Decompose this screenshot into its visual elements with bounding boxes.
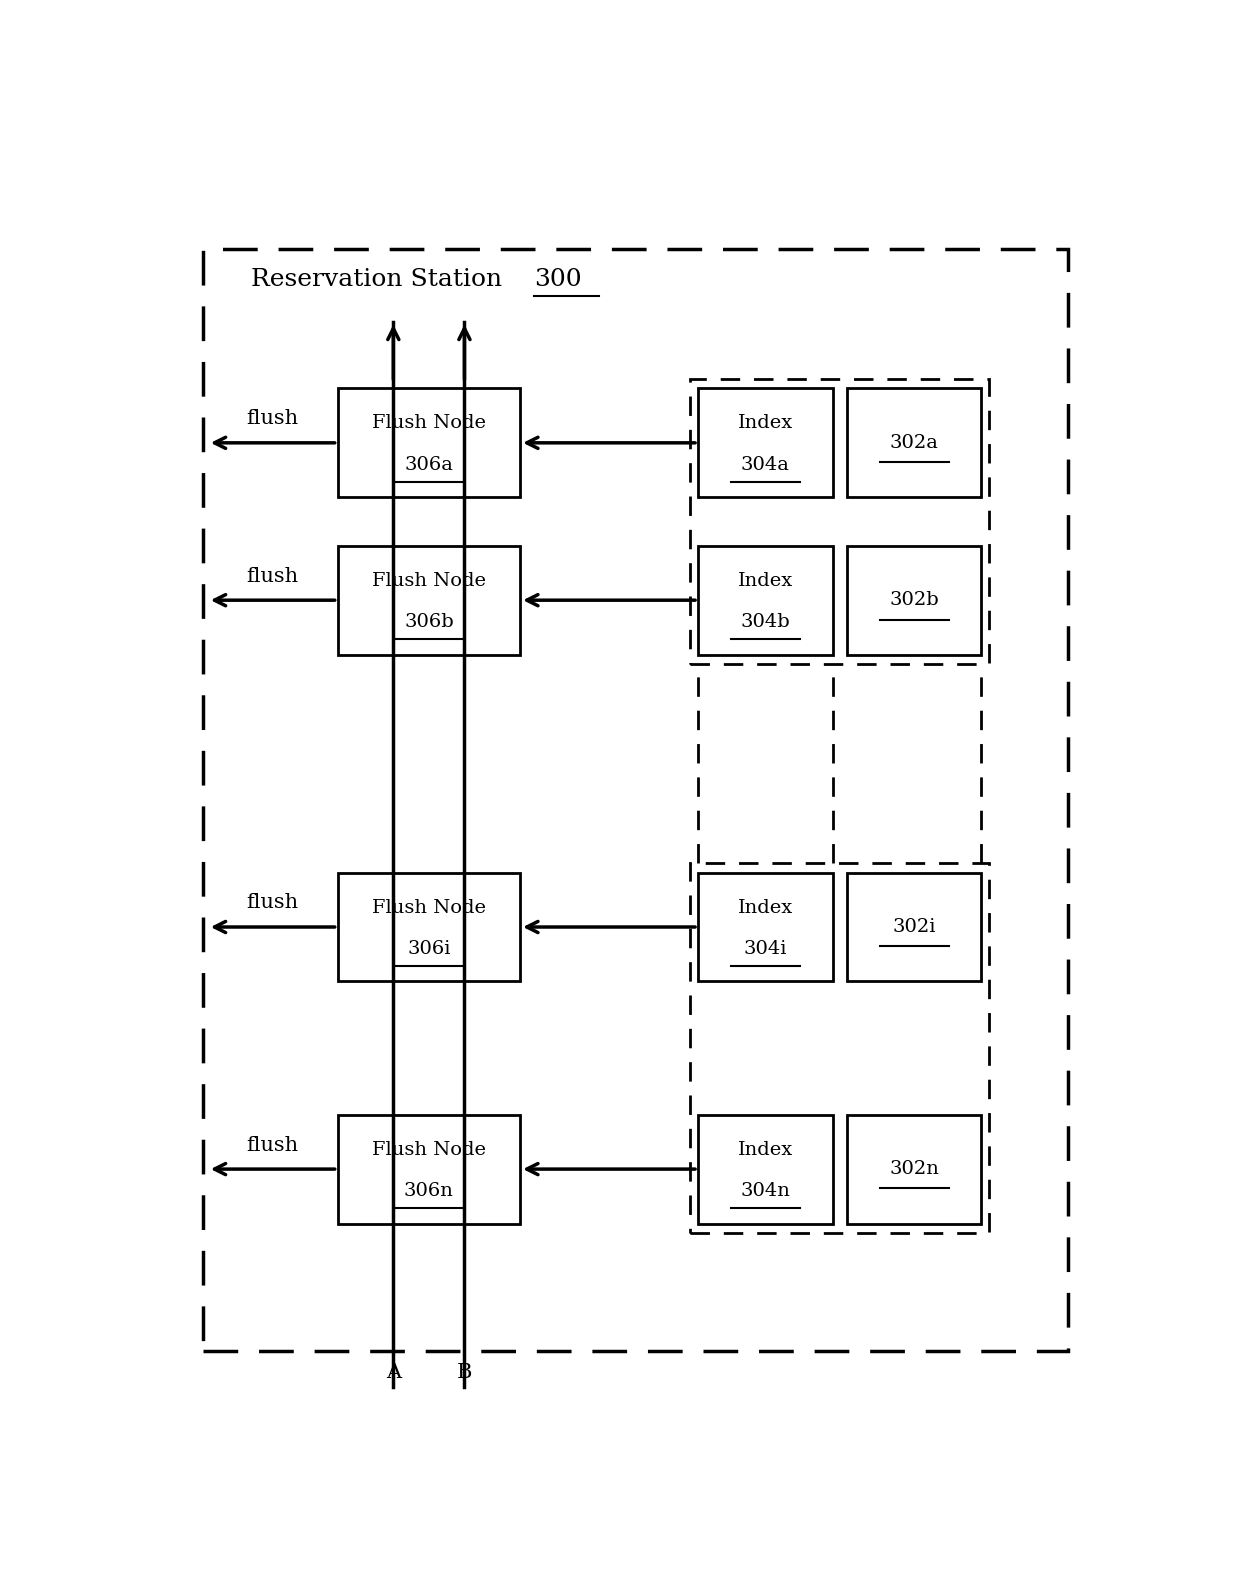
Text: Index: Index xyxy=(738,1141,792,1159)
Text: 304a: 304a xyxy=(740,456,790,473)
Bar xyxy=(698,1115,832,1223)
Text: 302n: 302n xyxy=(889,1160,939,1177)
Text: 306n: 306n xyxy=(404,1182,454,1199)
Text: B: B xyxy=(456,1363,472,1382)
Text: 304i: 304i xyxy=(744,940,787,957)
Bar xyxy=(337,388,521,497)
Bar xyxy=(698,545,832,654)
Text: flush: flush xyxy=(247,409,299,428)
Text: Index: Index xyxy=(738,572,792,590)
Text: 302i: 302i xyxy=(893,918,936,935)
Text: flush: flush xyxy=(247,893,299,912)
Bar xyxy=(847,545,982,654)
Text: Index: Index xyxy=(738,899,792,916)
Text: 306b: 306b xyxy=(404,613,454,630)
Bar xyxy=(698,388,832,497)
Text: Flush Node: Flush Node xyxy=(372,572,486,590)
Text: A: A xyxy=(386,1363,401,1382)
Bar xyxy=(847,388,982,497)
Bar xyxy=(337,872,521,981)
Text: 304n: 304n xyxy=(740,1182,790,1199)
Text: Index: Index xyxy=(738,415,792,432)
Text: Reservation Station: Reservation Station xyxy=(250,267,510,291)
Bar xyxy=(847,872,982,981)
Text: 302b: 302b xyxy=(889,591,939,610)
Bar xyxy=(691,379,990,665)
Text: flush: flush xyxy=(247,566,299,586)
Text: 304b: 304b xyxy=(740,613,790,630)
Bar xyxy=(337,545,521,654)
Bar xyxy=(691,863,990,1234)
Bar xyxy=(698,872,832,981)
Text: Flush Node: Flush Node xyxy=(372,1141,486,1159)
Text: 302a: 302a xyxy=(890,434,939,451)
Bar xyxy=(337,1115,521,1223)
Bar xyxy=(847,1115,982,1223)
Text: 300: 300 xyxy=(534,267,583,291)
Text: 306a: 306a xyxy=(404,456,454,473)
Text: Flush Node: Flush Node xyxy=(372,415,486,432)
Text: Flush Node: Flush Node xyxy=(372,899,486,916)
Text: 306i: 306i xyxy=(407,940,450,957)
Text: flush: flush xyxy=(247,1135,299,1154)
